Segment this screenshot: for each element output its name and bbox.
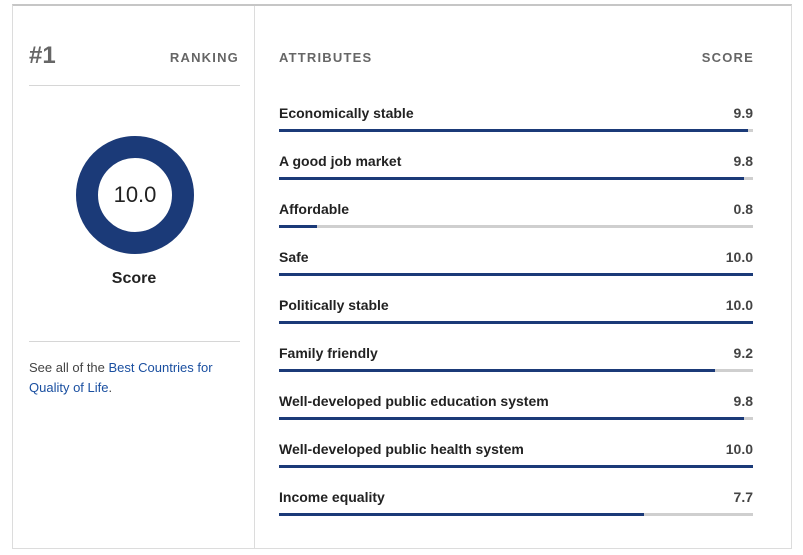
score-label: Score: [111, 270, 157, 287]
best-countries-link[interactable]: Best Countries for Quality of Life: [29, 360, 213, 395]
attribute-row: Family friendly 9.2: [279, 345, 753, 379]
score-donut: [76, 136, 194, 254]
attribute-score: 0.8: [733, 201, 753, 217]
attribute-name: Politically stable: [279, 297, 389, 313]
score-header: SCORE: [701, 50, 754, 65]
attribute-name: Family friendly: [279, 345, 378, 361]
attribute-row: Well-developed public education system 9.…: [279, 393, 753, 427]
see-all-text: See all of the Best Countries for Qualit…: [29, 358, 244, 398]
attribute-score: 10.0: [725, 297, 753, 313]
attribute-name: A good job market: [279, 153, 402, 169]
ranking-panel: #1 RANKING 10.0 Score See all of the Bes…: [13, 6, 255, 548]
score-bar-fill: [279, 321, 753, 324]
attribute-row: Affordable 0.8: [279, 201, 753, 235]
attribute-name: Well-developed public education system: [279, 393, 549, 409]
score-value: 10.0: [113, 182, 157, 207]
score-bar-fill: [279, 513, 644, 516]
score-bar-fill: [279, 225, 317, 228]
score-bar-fill: [279, 177, 744, 180]
donut-fill: [76, 136, 194, 254]
attribute-name: Affordable: [279, 201, 349, 217]
attributes-panel: ATTRIBUTES SCORE Economically stable 9.9 A…: [255, 6, 791, 548]
score-bar-fill: [279, 465, 753, 468]
score-bar-track: [279, 417, 753, 420]
attribute-row: Safe 10.0: [279, 249, 753, 283]
attribute-name: Income equality: [279, 489, 385, 505]
attribute-score: 9.2: [733, 345, 753, 361]
score-bar-track: [279, 273, 753, 276]
score-bar-fill: [279, 369, 716, 372]
attribute-row: Income equality 7.7: [279, 489, 753, 523]
score-bar-fill: [279, 273, 753, 276]
attribute-row: Well-developed public health system 10.0: [279, 441, 753, 475]
attribute-name: Safe: [279, 249, 309, 265]
score-bar-track: [279, 513, 753, 516]
score-bar-fill: [279, 129, 749, 132]
ranking-label: RANKING: [169, 50, 239, 65]
score-bar-track: [279, 321, 753, 324]
score-bar-fill: [279, 417, 744, 420]
divider: [29, 85, 240, 86]
score-bar-track: [279, 465, 753, 468]
attribute-score: 9.8: [733, 153, 753, 169]
attribute-score: 7.7: [733, 489, 753, 505]
divider: [29, 341, 240, 342]
score-bar-track: [279, 177, 753, 180]
attribute-score: 10.0: [725, 441, 753, 457]
attribute-row: A good job market 9.8: [279, 153, 753, 187]
score-bar-track: [279, 369, 753, 372]
attribute-score: 9.8: [733, 393, 753, 409]
attribute-name: Economically stable: [279, 105, 414, 121]
score-bar-track: [279, 225, 753, 228]
attribute-score: 9.9: [733, 105, 753, 121]
ranking-card: #1 RANKING 10.0 Score See all of the Bes…: [12, 4, 792, 549]
attribute-row: Politically stable 10.0: [279, 297, 753, 331]
see-all-prefix: See all of the: [29, 360, 109, 375]
attribute-name: Well-developed public health system: [279, 441, 524, 457]
attribute-row: Economically stable 9.9: [279, 105, 753, 139]
score-bar-track: [279, 129, 753, 132]
attributes-header: ATTRIBUTES: [279, 50, 373, 65]
see-all-suffix: .: [108, 380, 113, 395]
rank-number: #1: [29, 42, 56, 69]
attribute-score: 10.0: [725, 249, 753, 265]
